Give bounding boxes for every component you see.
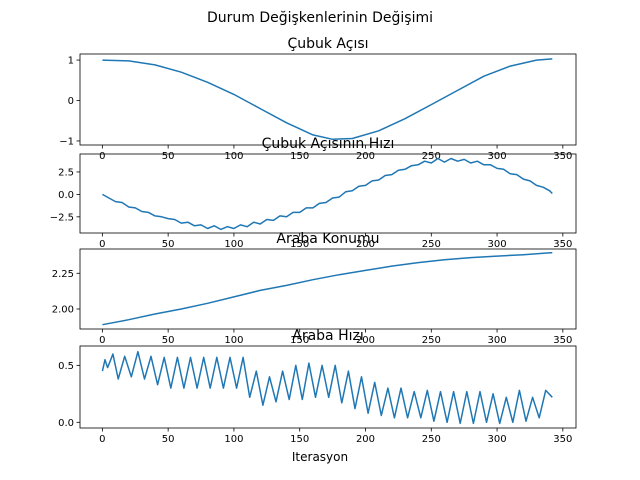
x-axis-label: Iterasyon bbox=[292, 450, 348, 464]
y-tick-label: −1 bbox=[59, 136, 74, 147]
x-tick-label: 50 bbox=[162, 151, 175, 162]
x-tick-label: 350 bbox=[553, 151, 572, 162]
x-tick-label: 200 bbox=[356, 335, 375, 346]
x-tick-label: 350 bbox=[553, 239, 572, 250]
x-tick-label: 150 bbox=[290, 151, 309, 162]
x-tick-label: 100 bbox=[224, 335, 243, 346]
axes-frame bbox=[79, 345, 577, 429]
x-tick-label: 50 bbox=[162, 335, 175, 346]
x-tick-label: 250 bbox=[422, 434, 441, 445]
x-tick-label: 100 bbox=[224, 434, 243, 445]
axes-frame bbox=[79, 53, 577, 146]
y-tick-label: 2.25 bbox=[52, 269, 74, 280]
y-tick-label: 2.5 bbox=[58, 167, 74, 178]
axes-frame bbox=[79, 248, 577, 330]
x-tick-label: 200 bbox=[356, 151, 375, 162]
figure-suptitle: Durum Değişkenlerinin Değişimi bbox=[207, 10, 433, 26]
subplot-3: 0 50 100 150 200 250 300 350 2.25 2.00 Araba Konum… bbox=[52, 231, 577, 346]
x-tick-label: 200 bbox=[356, 239, 375, 250]
series-line bbox=[102, 58, 553, 141]
x-tick-label: 250 bbox=[422, 335, 441, 346]
subplot-title: Araba Konumu bbox=[276, 231, 379, 247]
x-tick-label: 0 bbox=[99, 239, 105, 250]
y-tick-label: −2.5 bbox=[50, 212, 74, 223]
x-tick-label: 0 bbox=[99, 335, 105, 346]
y-tick-label: 2.00 bbox=[52, 305, 74, 316]
x-tick-label: 250 bbox=[422, 151, 441, 162]
x-tick-label: 150 bbox=[290, 239, 309, 250]
subplot-4: 0 50 100 150 200 250 300 350 0.5 0.0 Araba Hızı bbox=[58, 328, 577, 445]
x-tick-label: 300 bbox=[488, 335, 507, 346]
axes-frame bbox=[79, 153, 577, 234]
series-line bbox=[101, 350, 553, 425]
x-tick-label: 300 bbox=[488, 434, 507, 445]
x-tick-label: 250 bbox=[422, 239, 441, 250]
x-tick-label: 0 bbox=[99, 434, 105, 445]
x-tick-label: 300 bbox=[488, 151, 507, 162]
x-tick-label: 50 bbox=[162, 239, 175, 250]
x-tick-label: 200 bbox=[356, 434, 375, 445]
y-tick-label: 0.0 bbox=[58, 190, 74, 201]
subplot-title: Çubuk Açısının Hızı bbox=[262, 136, 395, 152]
y-tick-label: 0.5 bbox=[58, 361, 74, 372]
x-tick-label: 350 bbox=[553, 335, 572, 346]
series-line bbox=[102, 251, 553, 326]
x-tick-label: 100 bbox=[224, 151, 243, 162]
x-tick-label: 150 bbox=[290, 335, 309, 346]
subplot-panels: 0 50 100 150 200 250 300 350 1 0 −1 Çubuk Açısı 0 50 1… bbox=[50, 36, 577, 445]
x-tick-label: 100 bbox=[224, 239, 243, 250]
x-tick-label: 300 bbox=[488, 239, 507, 250]
x-tick-label: 50 bbox=[162, 434, 175, 445]
x-tick-label: 350 bbox=[553, 434, 572, 445]
y-tick-label: 1 bbox=[68, 56, 74, 67]
subplot-2: 0 50 100 150 200 250 300 350 2.5 0.0 −2.5 Çubuk Açı… bbox=[50, 136, 577, 250]
y-tick-label: 0.0 bbox=[58, 418, 74, 429]
x-tick-label: 150 bbox=[290, 434, 309, 445]
subplot-1: 0 50 100 150 200 250 300 350 1 0 −1 Çubuk Açısı bbox=[59, 36, 577, 162]
subplot-title: Çubuk Açısı bbox=[287, 36, 368, 52]
series-line bbox=[102, 157, 553, 231]
subplot-title: Araba Hızı bbox=[292, 328, 363, 344]
y-tick-label: 0 bbox=[68, 96, 74, 107]
x-tick-label: 0 bbox=[99, 151, 105, 162]
